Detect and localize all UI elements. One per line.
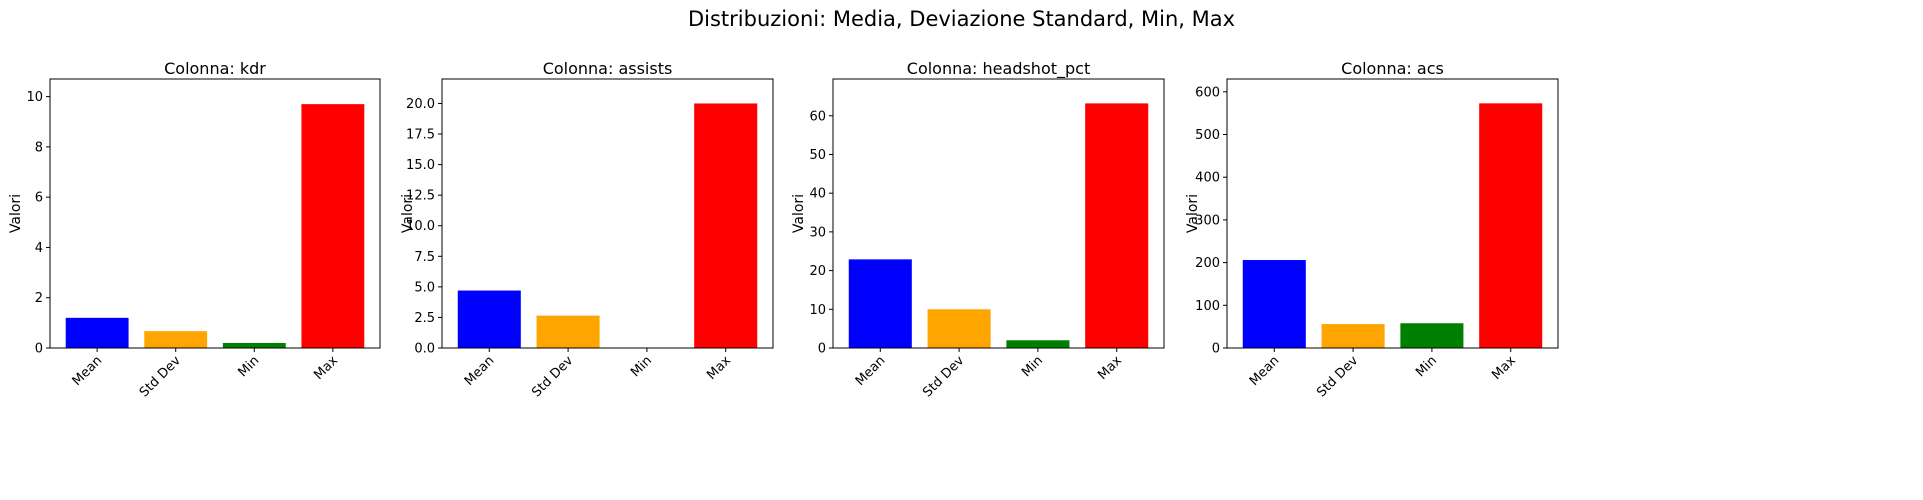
y-tick-label: 15.0 [406, 158, 435, 173]
y-tick-label: 2 [35, 291, 43, 306]
bar-min [222, 342, 286, 348]
y-tick-label: 20 [809, 264, 826, 279]
y-axis-label: Valori [400, 194, 416, 233]
bar-mean [457, 290, 521, 348]
subplot-title: Colonna: assists [543, 59, 673, 78]
y-tick-label: 200 [1195, 256, 1220, 271]
bar-std-dev [1321, 324, 1385, 348]
bar-mean [65, 317, 129, 348]
y-tick-label: 10 [26, 90, 43, 105]
bar-std-dev [536, 315, 600, 348]
y-tick-label: 7.5 [414, 250, 435, 265]
y-tick-label: 400 [1195, 171, 1220, 186]
bar-mean [848, 259, 912, 348]
bar-min [1006, 340, 1070, 348]
axes-frame [832, 78, 1165, 349]
y-axis-label: Valori [8, 194, 24, 233]
y-tick-label: 6 [35, 191, 43, 206]
y-axis-label: Valori [791, 194, 807, 233]
bar-max [301, 104, 365, 348]
figure-suptitle: Distribuzioni: Media, Deviazione Standar… [688, 7, 1235, 31]
bar-std-dev [927, 309, 991, 348]
y-tick-label: 12.5 [406, 189, 435, 204]
y-tick-label: 10.0 [406, 219, 435, 234]
y-tick-label: 30 [809, 225, 826, 240]
y-tick-label: 0.0 [414, 342, 435, 357]
y-tick-label: 300 [1195, 213, 1220, 228]
y-axis-label: Valori [1185, 194, 1201, 233]
y-tick-label: 0 [818, 342, 826, 357]
y-tick-label: 5.0 [414, 280, 435, 295]
y-tick-label: 0 [35, 342, 43, 357]
y-tick-label: 4 [35, 241, 43, 256]
bar-mean [1242, 260, 1306, 348]
y-tick-label: 10 [809, 303, 826, 318]
subplot-title: Colonna: acs [1341, 59, 1444, 78]
axes-frame [1226, 78, 1559, 349]
y-tick-label: 0 [1212, 342, 1220, 357]
axes-frame [441, 78, 774, 349]
y-tick-label: 100 [1195, 299, 1220, 314]
bar-min [1400, 323, 1464, 348]
y-tick-label: 60 [809, 109, 826, 124]
y-tick-label: 2.5 [414, 311, 435, 326]
bar-max [694, 103, 758, 348]
y-tick-label: 40 [809, 187, 826, 202]
bar-max [1479, 103, 1543, 348]
y-tick-label: 600 [1195, 85, 1220, 100]
y-tick-label: 20.0 [406, 97, 435, 112]
subplot-title: Colonna: kdr [164, 59, 266, 78]
y-tick-label: 17.5 [406, 128, 435, 143]
y-tick-label: 8 [35, 140, 43, 155]
bar-std-dev [144, 331, 208, 348]
y-tick-label: 500 [1195, 128, 1220, 143]
axes-frame [49, 78, 381, 349]
bar-max [1085, 103, 1149, 348]
subplot-title: Colonna: headshot_pct [907, 59, 1090, 79]
y-tick-label: 50 [809, 148, 826, 163]
